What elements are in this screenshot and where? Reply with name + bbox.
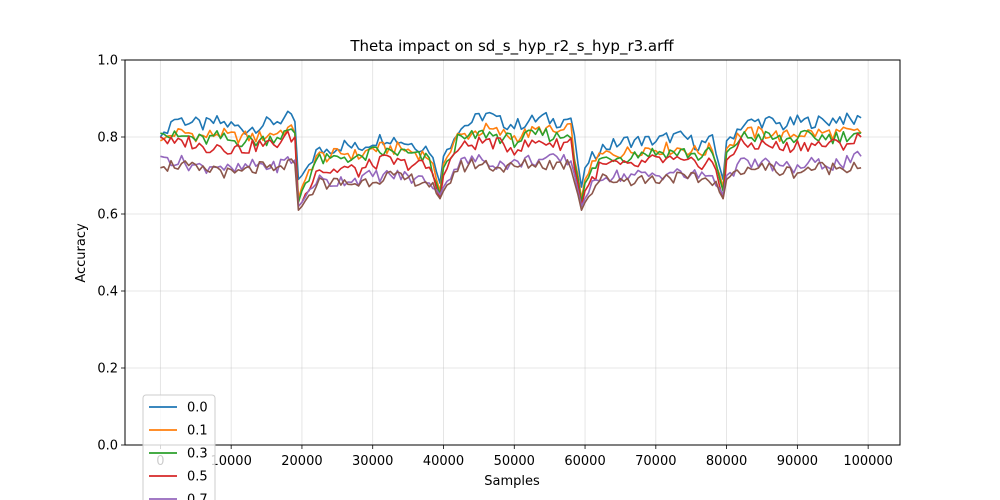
x-tick-label: 50000 bbox=[494, 454, 535, 469]
series-line bbox=[159, 110, 862, 188]
x-tick-label: 30000 bbox=[352, 454, 393, 469]
x-axis-ticks: 0100002000030000400005000060000700008000… bbox=[156, 445, 893, 469]
y-tick-label: 0.0 bbox=[97, 439, 118, 454]
series-line bbox=[160, 158, 862, 211]
x-tick-label: 90000 bbox=[777, 454, 818, 469]
x-tick-label: 70000 bbox=[635, 454, 676, 469]
y-tick-label: 0.4 bbox=[97, 285, 118, 300]
series-line bbox=[160, 130, 862, 208]
x-tick-label: 100000 bbox=[843, 454, 893, 469]
legend-label: 0.7 bbox=[187, 493, 208, 500]
legend-label: 0.0 bbox=[187, 401, 208, 416]
axes-frame bbox=[124, 59, 901, 446]
legend-label: 0.5 bbox=[187, 470, 208, 485]
y-tick-label: 0.8 bbox=[97, 131, 118, 146]
y-axis-label: Accuracy bbox=[74, 223, 89, 283]
x-tick-label: 80000 bbox=[706, 454, 747, 469]
plot-area: 0100002000030000400005000060000700008000… bbox=[97, 54, 901, 469]
series-line bbox=[160, 127, 862, 204]
chart-title: Theta impact on sd_s_hyp_r2_s_hyp_r3.arf… bbox=[349, 37, 674, 56]
y-tick-label: 1.0 bbox=[97, 54, 118, 69]
legend: 0.0 0.1 0.3 0.5 0.7 bbox=[142, 394, 216, 500]
x-tick-label: 10000 bbox=[210, 454, 251, 469]
y-axis-ticks: 0.0 0.2 0.4 0.6 0.8 1.0 bbox=[97, 54, 125, 454]
x-axis-label: Samples bbox=[484, 474, 540, 489]
legend-label: 0.1 bbox=[187, 424, 208, 439]
y-tick-label: 0.2 bbox=[97, 362, 118, 377]
y-tick-label: 0.6 bbox=[97, 208, 118, 223]
legend-box bbox=[142, 394, 216, 500]
series-lines bbox=[159, 110, 862, 211]
x-tick-label: 20000 bbox=[281, 454, 322, 469]
x-tick-label: 40000 bbox=[423, 454, 464, 469]
legend-label: 0.3 bbox=[187, 447, 208, 462]
x-tick-label: 60000 bbox=[564, 454, 605, 469]
